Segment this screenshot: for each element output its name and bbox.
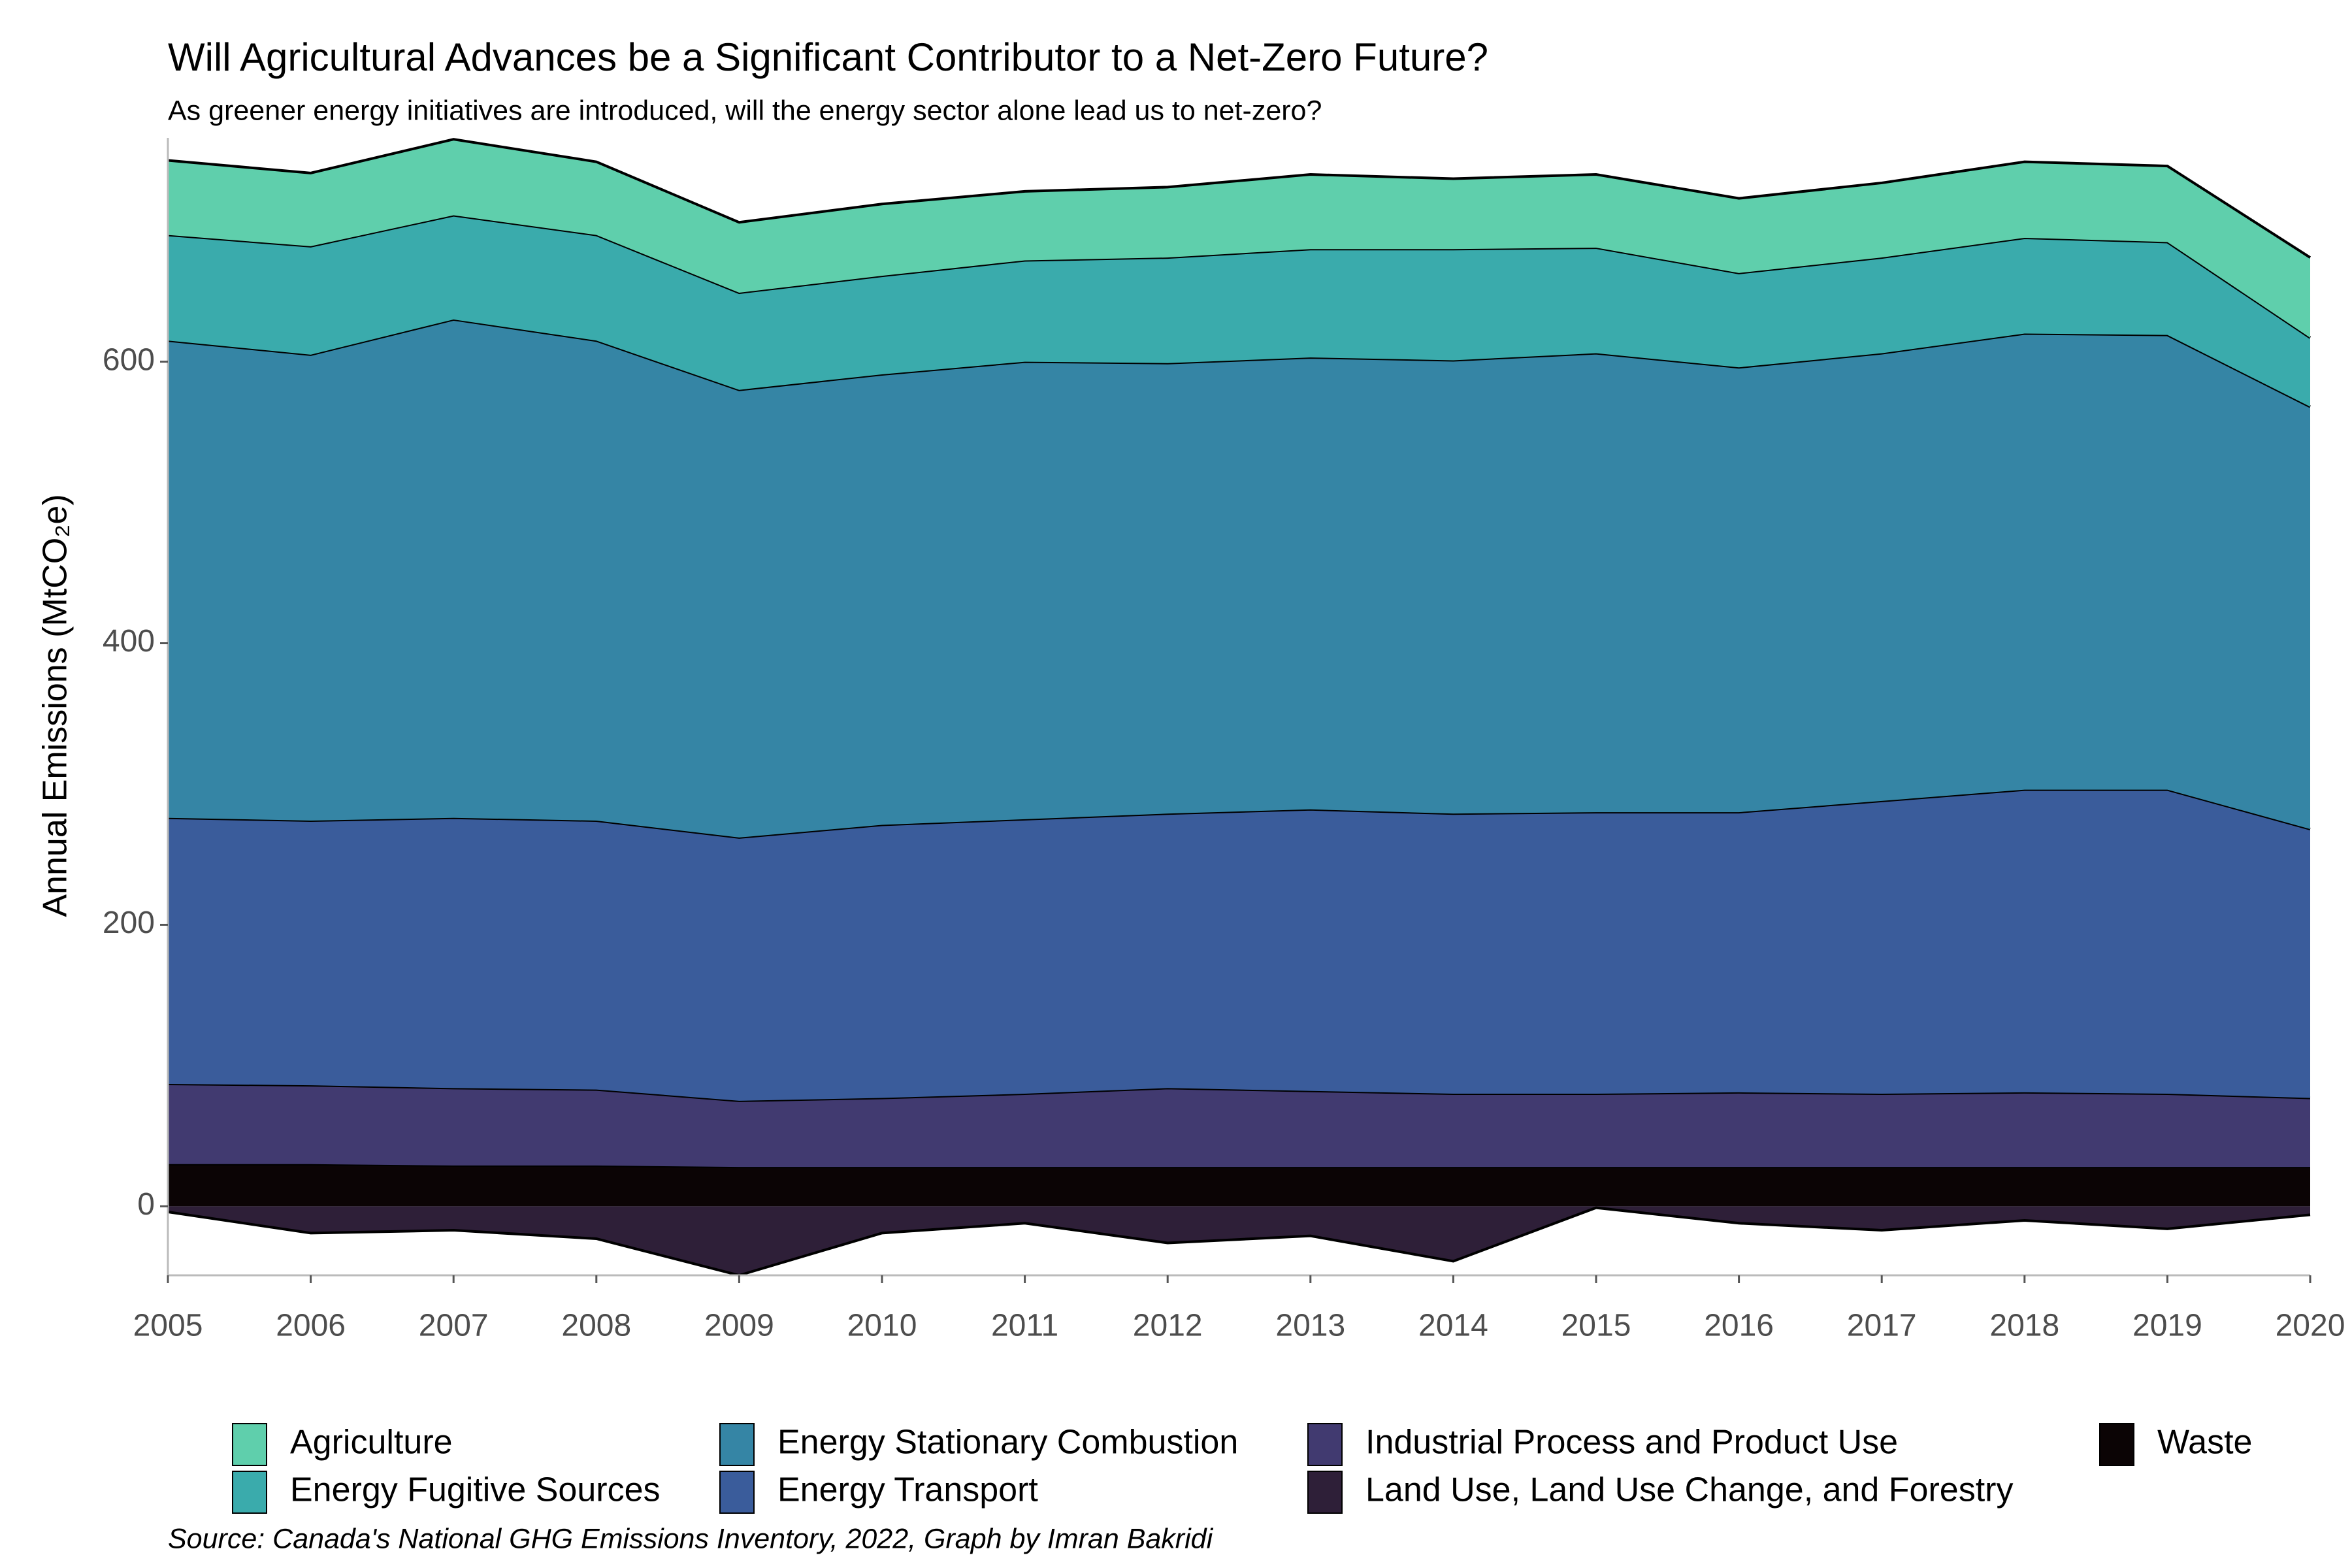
legend-label: Energy Transport bbox=[777, 1471, 1038, 1509]
area-edge bbox=[167, 318, 2311, 408]
area bbox=[168, 789, 2310, 1101]
area bbox=[168, 139, 2310, 338]
legend-label: Agriculture bbox=[290, 1424, 453, 1462]
legend-swatch bbox=[232, 1423, 267, 1466]
legend-swatch bbox=[719, 1471, 755, 1514]
x-tick-label: 2008 bbox=[561, 1309, 631, 1343]
x-tick-label: 2020 bbox=[2276, 1309, 2345, 1343]
area bbox=[168, 1083, 2310, 1168]
legend-label: Land Use, Land Use Change, and Forestry bbox=[1365, 1471, 2013, 1509]
x-tick-label: 2009 bbox=[704, 1309, 774, 1343]
y-tick-label: 600 bbox=[103, 342, 155, 377]
y-tick-label: 0 bbox=[137, 1187, 155, 1222]
legend-label: Industrial Process and Product Use bbox=[1365, 1424, 1898, 1462]
legend-label: Energy Stationary Combustion bbox=[777, 1424, 1238, 1462]
x-tick-label: 2012 bbox=[1133, 1309, 1203, 1343]
area bbox=[168, 319, 2310, 838]
legend-swatch bbox=[1307, 1423, 1343, 1466]
x-tick-label: 2018 bbox=[1989, 1309, 2059, 1343]
x-tick-label: 2013 bbox=[1275, 1309, 1345, 1343]
x-tick-label: 2006 bbox=[276, 1309, 346, 1343]
caption: Source: Canada's National GHG Emissions … bbox=[168, 1523, 1214, 1554]
y-axis-label: Annual Emissions (MtCO₂e) bbox=[37, 494, 74, 917]
x-tick-label: 2017 bbox=[1847, 1309, 1917, 1343]
legend-label: Waste bbox=[2157, 1424, 2252, 1462]
legend-label: Energy Fugitive Sources bbox=[290, 1471, 661, 1509]
x-tick-label: 2005 bbox=[133, 1309, 203, 1343]
area bbox=[168, 1164, 2310, 1207]
legend-swatch bbox=[2099, 1423, 2134, 1466]
area-edge bbox=[167, 1206, 2311, 1277]
area-edge bbox=[167, 138, 2311, 259]
legend-swatch bbox=[232, 1471, 267, 1514]
area bbox=[168, 215, 2310, 407]
chart-title: Will Agricultural Advances be a Signific… bbox=[168, 35, 1488, 79]
x-tick-label: 2007 bbox=[419, 1309, 489, 1343]
x-tick-label: 2014 bbox=[1418, 1309, 1488, 1343]
y-tick-label: 400 bbox=[103, 624, 155, 659]
x-tick-label: 2016 bbox=[1704, 1309, 1774, 1343]
area bbox=[168, 1206, 2310, 1275]
x-tick-label: 2011 bbox=[991, 1309, 1058, 1343]
x-tick-label: 2019 bbox=[2132, 1309, 2202, 1343]
legend-swatch bbox=[1307, 1471, 1343, 1514]
x-tick-label: 2015 bbox=[1561, 1309, 1631, 1343]
legend-swatch bbox=[719, 1423, 755, 1466]
chart-subtitle: As greener energy initiatives are introd… bbox=[168, 95, 1322, 126]
y-tick-label: 200 bbox=[103, 906, 155, 940]
x-tick-label: 2010 bbox=[847, 1309, 917, 1343]
